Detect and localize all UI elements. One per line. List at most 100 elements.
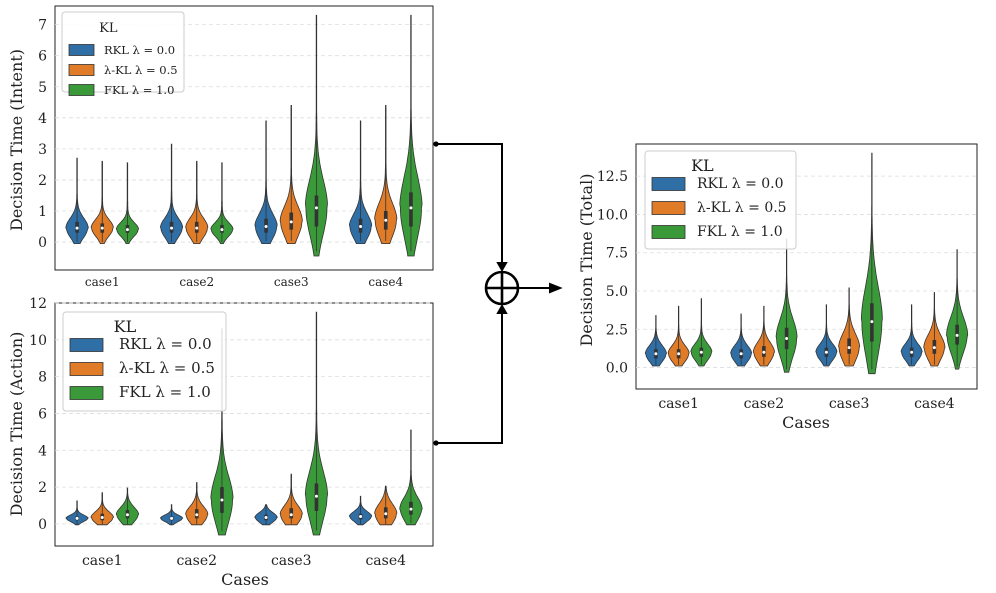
total-median-marker [824, 350, 828, 354]
arrowhead-up [496, 303, 508, 314]
action-xtick-label: case3 [271, 553, 312, 569]
intent-median-marker [195, 226, 199, 230]
action-median-marker [170, 516, 174, 520]
intent-median-marker [125, 228, 129, 232]
action-xlabel: Cases [221, 570, 269, 589]
intent-panel: Decision Time (Intent) 0 1 2 3 4 5 6 7 case1 case… [7, 5, 434, 289]
intent-iqr-box [314, 195, 319, 227]
combine-connector [433, 141, 563, 446]
intent-median-marker [75, 226, 79, 230]
total-ytick-label: 0.0 [606, 361, 628, 377]
total-xtick-label: case3 [829, 396, 870, 412]
intent-ytick-label: 5 [38, 80, 47, 96]
total-ytick-label: 2.5 [606, 322, 628, 338]
action-xtick-label: case1 [82, 553, 123, 569]
action-legend-label-fkl: FKL λ = 1.0 [119, 383, 211, 401]
action-ytick-label: 0 [38, 517, 47, 533]
intent-legend-swatch-mkl [68, 64, 95, 76]
total-median-marker [955, 333, 959, 337]
total-legend-swatch-rkl [651, 177, 686, 191]
intent-xtick-label: case3 [274, 275, 309, 289]
intent-median-marker [170, 226, 174, 230]
total-legend-swatch-fkl [651, 225, 686, 239]
total-legend-label-fkl: FKL λ = 1.0 [697, 224, 783, 240]
action-median-marker [289, 513, 293, 517]
intent-median-marker [359, 225, 363, 229]
intent-legend-label-mkl: λ-KL λ = 0.5 [104, 63, 178, 77]
intent-median-marker [220, 228, 224, 232]
intent-median-marker [409, 206, 413, 210]
arrowhead-right [549, 282, 563, 294]
action-median-marker [409, 507, 413, 511]
intent-xtick-label: case4 [368, 275, 403, 289]
intent-ytick-label: 4 [38, 111, 47, 127]
intent-median-marker [100, 226, 104, 230]
action-ytick-label: 12 [29, 296, 47, 312]
action-legend-label-rkl: RKL λ = 0.0 [119, 335, 212, 353]
total-median-marker [847, 346, 851, 350]
action-median-marker [125, 513, 129, 517]
intent-ytick-label: 0 [38, 235, 47, 251]
total-median-marker [762, 350, 766, 354]
intent-ytick-label: 3 [38, 142, 47, 158]
action-legend-title: KL [114, 317, 137, 336]
action-xtick-label: case2 [176, 553, 217, 569]
action-median-marker [264, 515, 268, 519]
total-xtick-label: case1 [658, 396, 699, 412]
action-median-marker [384, 512, 388, 516]
action-ytick-label: 8 [38, 370, 47, 386]
total-median-marker [932, 346, 936, 350]
total-legend-swatch-mkl [651, 201, 686, 215]
total-xtick-label: case4 [914, 396, 955, 412]
intent-median-marker [264, 225, 268, 229]
action-panel: Decision Time (Action) Cases 0 2 4 6 8 10 12 ca… [7, 296, 434, 589]
total-median-marker [870, 320, 874, 324]
intent-xtick-label: case1 [85, 275, 120, 289]
total-median-marker [739, 352, 743, 356]
intent-median-marker [314, 206, 318, 210]
action-median-marker [100, 515, 104, 519]
total-panel: Decision Time (Total) Cases 0.0 2.5 5.0 7.5… [577, 143, 978, 432]
intent-legend-label-fkl: FKL λ = 1.0 [104, 83, 174, 97]
total-median-marker [677, 352, 681, 356]
total-ylabel: Decision Time (Total) [577, 174, 596, 347]
intent-ytick-label: 6 [38, 49, 47, 65]
action-ytick-label: 2 [38, 480, 47, 496]
total-legend-box [644, 150, 797, 250]
action-legend-swatch-rkl [69, 338, 104, 352]
action-legend-swatch-fkl [69, 386, 104, 400]
connector-line-action [436, 308, 503, 444]
intent-legend-title: KL [99, 21, 118, 36]
action-ytick-label: 10 [29, 333, 47, 349]
intent-ylabel: Decision Time (Intent) [7, 49, 26, 231]
action-ytick-label: 4 [38, 443, 47, 459]
total-legend-label-mkl: λ-KL λ = 0.5 [697, 200, 787, 216]
intent-legend-swatch-rkl [68, 44, 95, 56]
total-ytick-label: 10.0 [597, 207, 628, 223]
total-xtick-label: case2 [744, 396, 785, 412]
total-ytick-label: 7.5 [606, 246, 628, 262]
intent-iqr-box [409, 192, 413, 227]
action-legend-swatch-mkl [69, 362, 104, 376]
action-ylabel: Decision Time (Action) [7, 332, 26, 517]
total-iqr-box [847, 338, 851, 354]
total-legend-title: KL [691, 156, 714, 175]
action-legend-label-mkl: λ-KL λ = 0.5 [119, 359, 215, 377]
action-median-marker [359, 515, 363, 519]
action-ytick-label: 6 [38, 406, 47, 422]
total-median-marker [654, 352, 658, 356]
intent-median-marker [289, 220, 293, 224]
total-ytick-label: 5.0 [606, 284, 628, 300]
action-xtick-label: case4 [365, 553, 406, 569]
action-median-marker [220, 498, 224, 502]
connector-line-intent [436, 143, 503, 268]
action-legend-box [62, 311, 227, 412]
sum-plus-icon [486, 272, 518, 304]
total-median-marker [699, 350, 703, 354]
arrowhead-down [496, 262, 508, 273]
intent-median-marker [384, 218, 388, 222]
intent-ytick-label: 7 [38, 18, 47, 34]
action-median-marker [314, 494, 318, 498]
